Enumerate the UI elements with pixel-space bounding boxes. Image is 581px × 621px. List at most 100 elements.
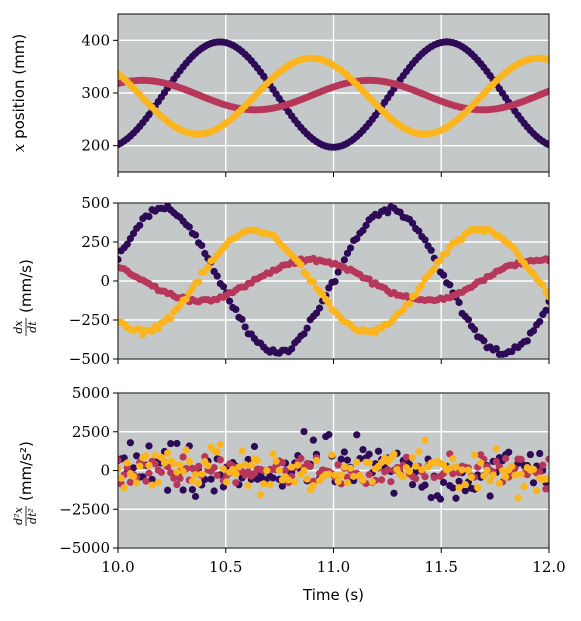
data-point: [399, 473, 407, 481]
data-point: [123, 459, 131, 467]
data-point: [467, 473, 476, 481]
data-point: [430, 265, 438, 273]
data-point: [511, 471, 519, 479]
ytick-label: 0: [100, 272, 110, 290]
data-point: [247, 461, 255, 469]
data-point: [334, 461, 342, 469]
data-point: [436, 256, 445, 264]
ytick-label: 400: [81, 31, 110, 49]
data-point: [244, 455, 252, 464]
data-point: [179, 467, 187, 476]
data-point: [325, 299, 333, 307]
data-point: [508, 462, 516, 470]
data-point: [173, 480, 181, 489]
data-point: [118, 255, 122, 264]
data-point: [266, 481, 274, 489]
xticks-position: [117, 172, 550, 177]
data-point: [133, 452, 141, 460]
data-point: [526, 450, 535, 459]
data-point: [334, 477, 342, 486]
data-point: [505, 448, 513, 456]
data-point: [470, 325, 479, 334]
data-point: [269, 474, 277, 482]
data-point: [449, 484, 457, 492]
ytick-label: 250: [81, 233, 110, 251]
data-point: [545, 141, 549, 149]
data-point: [170, 459, 178, 467]
data-point: [170, 474, 178, 482]
data-point: [133, 479, 141, 487]
data-point: [346, 464, 355, 472]
data-point: [241, 323, 249, 331]
xtick-label: 11.0: [317, 558, 350, 576]
data-point: [545, 56, 549, 64]
ylabel-acceleration-unit: (mm/s²): [17, 441, 35, 501]
data-point: [288, 345, 296, 353]
ylabel-acceleration-denominator: dt²: [26, 508, 39, 524]
data-point: [126, 439, 134, 447]
data-point: [235, 463, 243, 471]
data-point: [452, 494, 460, 502]
data-point: [294, 461, 302, 469]
data-point: [188, 284, 197, 292]
data-point: [167, 469, 175, 477]
data-point: [415, 227, 423, 235]
data-point: [418, 465, 426, 474]
data-point: [365, 471, 373, 479]
data-point: [173, 439, 181, 448]
data-point: [545, 257, 549, 265]
data-point: [421, 436, 429, 444]
data-point: [232, 305, 240, 314]
data-point: [402, 453, 410, 461]
data-point: [250, 442, 259, 451]
data-point: [284, 476, 293, 484]
data-point: [529, 479, 538, 487]
data-point: [517, 455, 525, 463]
data-point: [517, 470, 525, 478]
data-point: [210, 464, 218, 472]
data-point: [154, 478, 162, 487]
data-point: [164, 449, 172, 457]
data-point: [371, 329, 379, 337]
data-point: [384, 466, 392, 474]
data-point: [257, 491, 265, 499]
data-point: [216, 440, 224, 449]
data-point: [343, 249, 352, 257]
data-point: [405, 467, 414, 476]
data-point: [151, 460, 159, 468]
data-point: [303, 324, 311, 332]
data-point: [269, 450, 277, 458]
data-point: [118, 456, 122, 464]
data-point: [219, 283, 228, 291]
ylabel-acceleration-numerator: d²x: [12, 506, 25, 524]
ylabel-position: x position (mm): [10, 34, 28, 152]
data-point: [325, 284, 333, 292]
data-point: [477, 459, 485, 467]
data-point: [337, 455, 345, 463]
data-point: [350, 472, 358, 480]
data-point: [365, 459, 373, 467]
data-point: [154, 325, 162, 333]
data-point: [427, 494, 435, 502]
data-point: [145, 469, 153, 477]
data-point: [421, 481, 429, 489]
data-point: [455, 477, 463, 485]
data-point: [300, 466, 308, 475]
data-point: [533, 487, 541, 495]
data-point: [120, 484, 128, 492]
data-point: [390, 489, 398, 497]
data-point: [337, 471, 345, 479]
data-point: [492, 344, 500, 353]
data-point: [545, 475, 549, 483]
data-point: [297, 261, 305, 269]
data-point: [241, 461, 249, 469]
data-point: [415, 448, 423, 456]
data-point: [179, 453, 187, 461]
data-point: [529, 465, 538, 473]
points-acceleration: [118, 427, 549, 503]
ytick-label: 0: [100, 462, 110, 480]
data-point: [387, 478, 395, 486]
data-point: [201, 453, 209, 461]
data-point: [157, 468, 166, 476]
data-point: [281, 466, 290, 475]
